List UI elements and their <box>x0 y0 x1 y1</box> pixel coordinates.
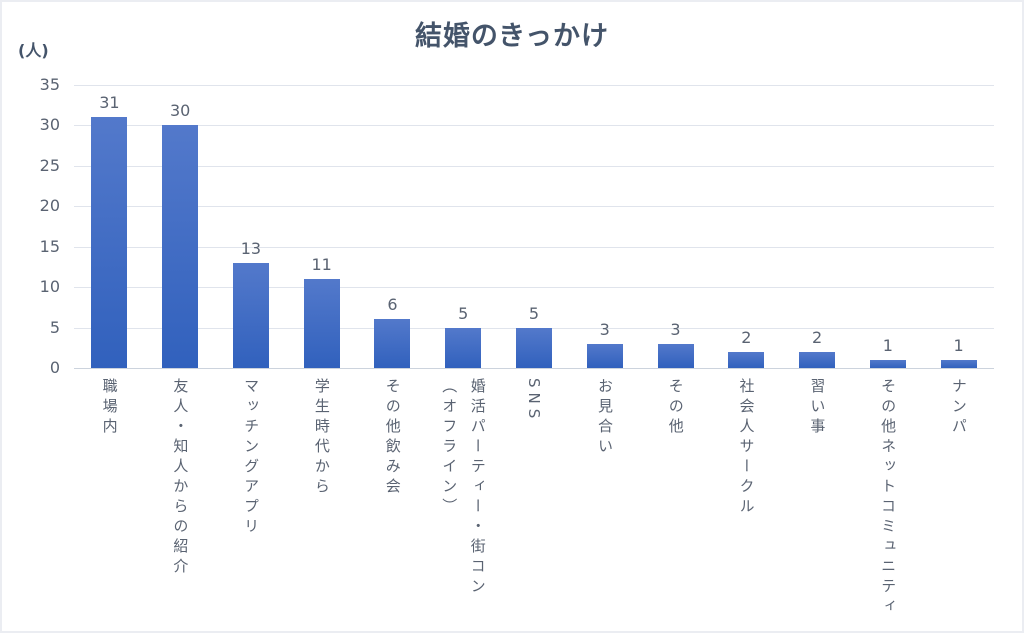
y-tick-label: 0 <box>49 358 60 377</box>
gridline <box>74 287 994 289</box>
x-category-label: マッチングアプリ <box>216 378 287 631</box>
y-tick-label: 20 <box>39 196 60 216</box>
gridline <box>74 85 994 86</box>
bar-value-label: 6 <box>387 295 398 315</box>
x-category-label-text: 学生時代から <box>312 378 331 498</box>
x-category-label-text: 職場内 <box>100 378 119 438</box>
gridline <box>74 165 994 167</box>
x-category-label-text: マッチングアプリ <box>242 378 261 538</box>
bar-value-label: 5 <box>458 303 469 323</box>
x-category-label: 習い事 <box>782 378 853 631</box>
bar-value-label: 11 <box>311 255 332 275</box>
bar <box>303 279 340 368</box>
x-category-label: 友人・知人からの紹介 <box>145 378 216 631</box>
x-axis-line <box>74 368 994 369</box>
bar-value-label: 5 <box>528 303 540 323</box>
bar <box>445 327 482 368</box>
x-category-label: SNS <box>499 378 570 631</box>
bar-value-label: 31 <box>99 93 120 113</box>
x-category-label-text: その他 <box>666 378 685 438</box>
x-category-label: ナンパ <box>923 378 994 631</box>
x-category-label-text: その他飲み会 <box>383 378 402 498</box>
x-category-label: その他飲み会 <box>357 378 428 631</box>
bar <box>728 351 765 368</box>
bar-value-label: 3 <box>599 319 610 339</box>
x-category-label: 婚活パーティー・街コン（オフライン） <box>428 378 499 631</box>
bar-value-label: 2 <box>741 327 752 347</box>
x-category-label: その他 <box>640 378 711 631</box>
x-category-label: 社会人サークル <box>711 378 782 631</box>
bar-value-label: 1 <box>882 335 893 355</box>
bar <box>91 117 128 368</box>
x-category-label-text: 社会人サークル <box>737 378 756 518</box>
x-category-label-text: 婚活パーティー・街コン（オフライン） <box>440 378 487 598</box>
bar <box>869 359 906 368</box>
x-category-label: 職場内 <box>74 378 145 631</box>
x-category-label-text: 習い事 <box>808 378 827 438</box>
x-category-label: その他ネットコミュニティ <box>852 378 923 631</box>
gridline <box>74 206 994 208</box>
gridline <box>74 125 994 127</box>
bar <box>586 343 623 368</box>
bar-value-label: 2 <box>811 327 823 347</box>
x-category-label: お見合い <box>569 378 640 631</box>
bar-value-label: 3 <box>670 319 681 339</box>
y-tick-label: 30 <box>39 115 60 135</box>
chart-title: 結婚のきっかけ <box>414 21 610 52</box>
bar <box>374 319 411 368</box>
bar-value-label: 13 <box>240 238 262 258</box>
y-tick-label: 10 <box>39 277 60 297</box>
y-tick-label: 15 <box>39 236 60 256</box>
x-category-label-text: 友人・知人からの紹介 <box>171 378 190 578</box>
x-category-label-text: お見合い <box>596 378 614 458</box>
x-category-label-text: SNS <box>525 378 544 424</box>
x-category-label: 学生時代から <box>286 378 357 631</box>
bar-value-label: 1 <box>953 335 964 355</box>
bar <box>162 125 199 368</box>
bar-value-label: 30 <box>169 101 191 121</box>
y-axis-unit-label: (人) <box>18 41 49 60</box>
gridline <box>74 246 994 248</box>
y-tick-label: 5 <box>49 317 60 337</box>
y-tick-label: 25 <box>39 155 60 175</box>
x-category-label-text: ナンパ <box>949 378 968 438</box>
bar <box>657 343 694 368</box>
bar <box>799 351 836 368</box>
bar <box>516 327 552 368</box>
bar <box>232 262 269 368</box>
y-tick-label: 35 <box>39 75 60 94</box>
bar <box>940 359 977 368</box>
x-category-label-text: その他ネットコミュニティ <box>879 378 898 618</box>
